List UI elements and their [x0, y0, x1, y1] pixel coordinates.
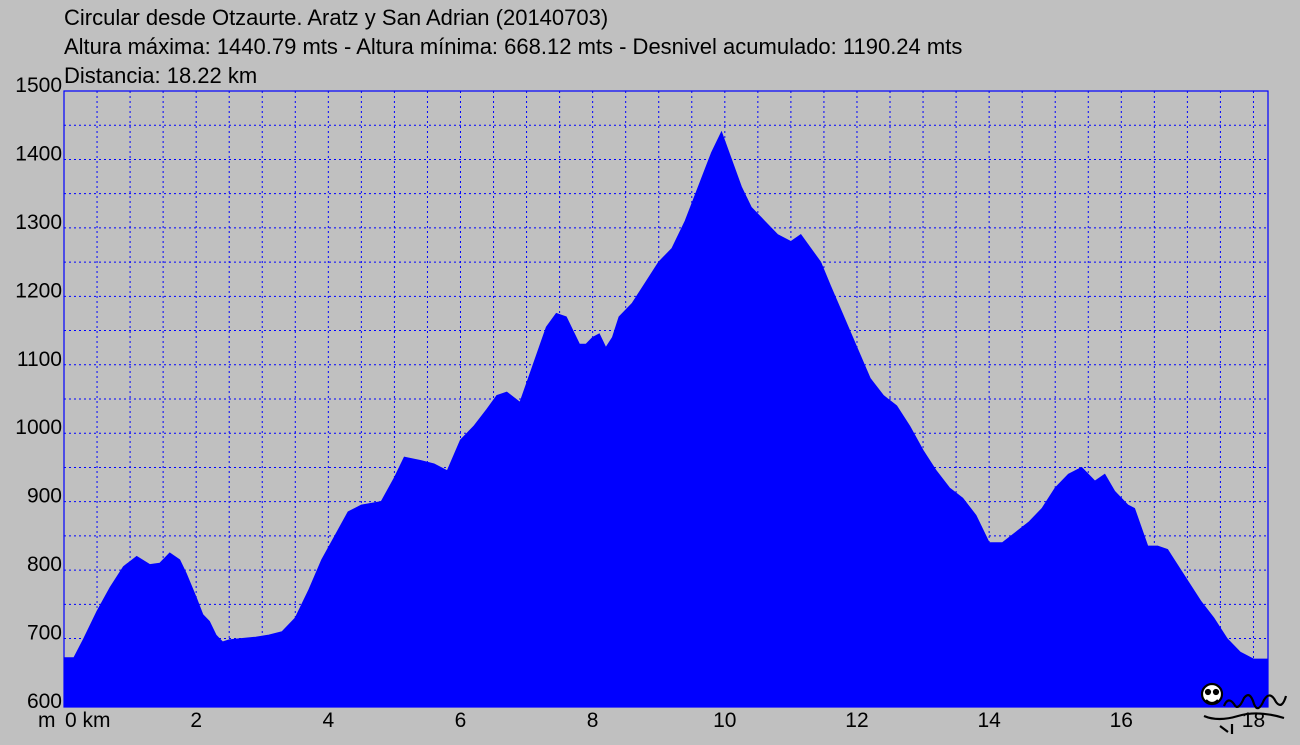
chart-distance: Distancia: 18.22 km — [64, 63, 258, 88]
y-tick-label: 800 — [27, 553, 62, 576]
x-tick-label: 2 — [190, 709, 202, 732]
y-tick-label: 600 — [27, 690, 62, 713]
y-tick-label: 1400 — [15, 142, 62, 165]
elevation-area — [63, 130, 1269, 708]
x-tick-label: 16 — [1110, 709, 1133, 732]
y-tick-label: 700 — [27, 622, 62, 645]
x-tick-label: 0 km — [65, 709, 111, 732]
chart-header: Circular desde Otzaurte. Aratz y San Adr… — [64, 3, 962, 90]
y-tick-label: 1100 — [17, 348, 62, 371]
x-tick-label: 6 — [455, 709, 467, 732]
signature-logo-icon — [1200, 682, 1288, 734]
chart-title: Circular desde Otzaurte. Aratz y San Adr… — [64, 5, 609, 30]
y-tick-label: 1300 — [15, 211, 62, 234]
x-tick-label: 12 — [845, 709, 868, 732]
y-unit-label: m — [38, 709, 56, 732]
plot-border — [63, 90, 1269, 708]
x-tick-label: 8 — [587, 709, 599, 732]
y-tick-label: 1500 — [15, 74, 62, 97]
y-tick-label: 900 — [27, 485, 62, 508]
y-tick-label: 1000 — [15, 416, 62, 439]
x-tick-label: 10 — [713, 709, 736, 732]
y-tick-label: 1200 — [15, 279, 62, 302]
x-tick-label: 4 — [322, 709, 334, 732]
chart-stats: Altura máxima: 1440.79 mts - Altura míni… — [64, 34, 963, 59]
x-tick-label: 14 — [977, 709, 1001, 732]
